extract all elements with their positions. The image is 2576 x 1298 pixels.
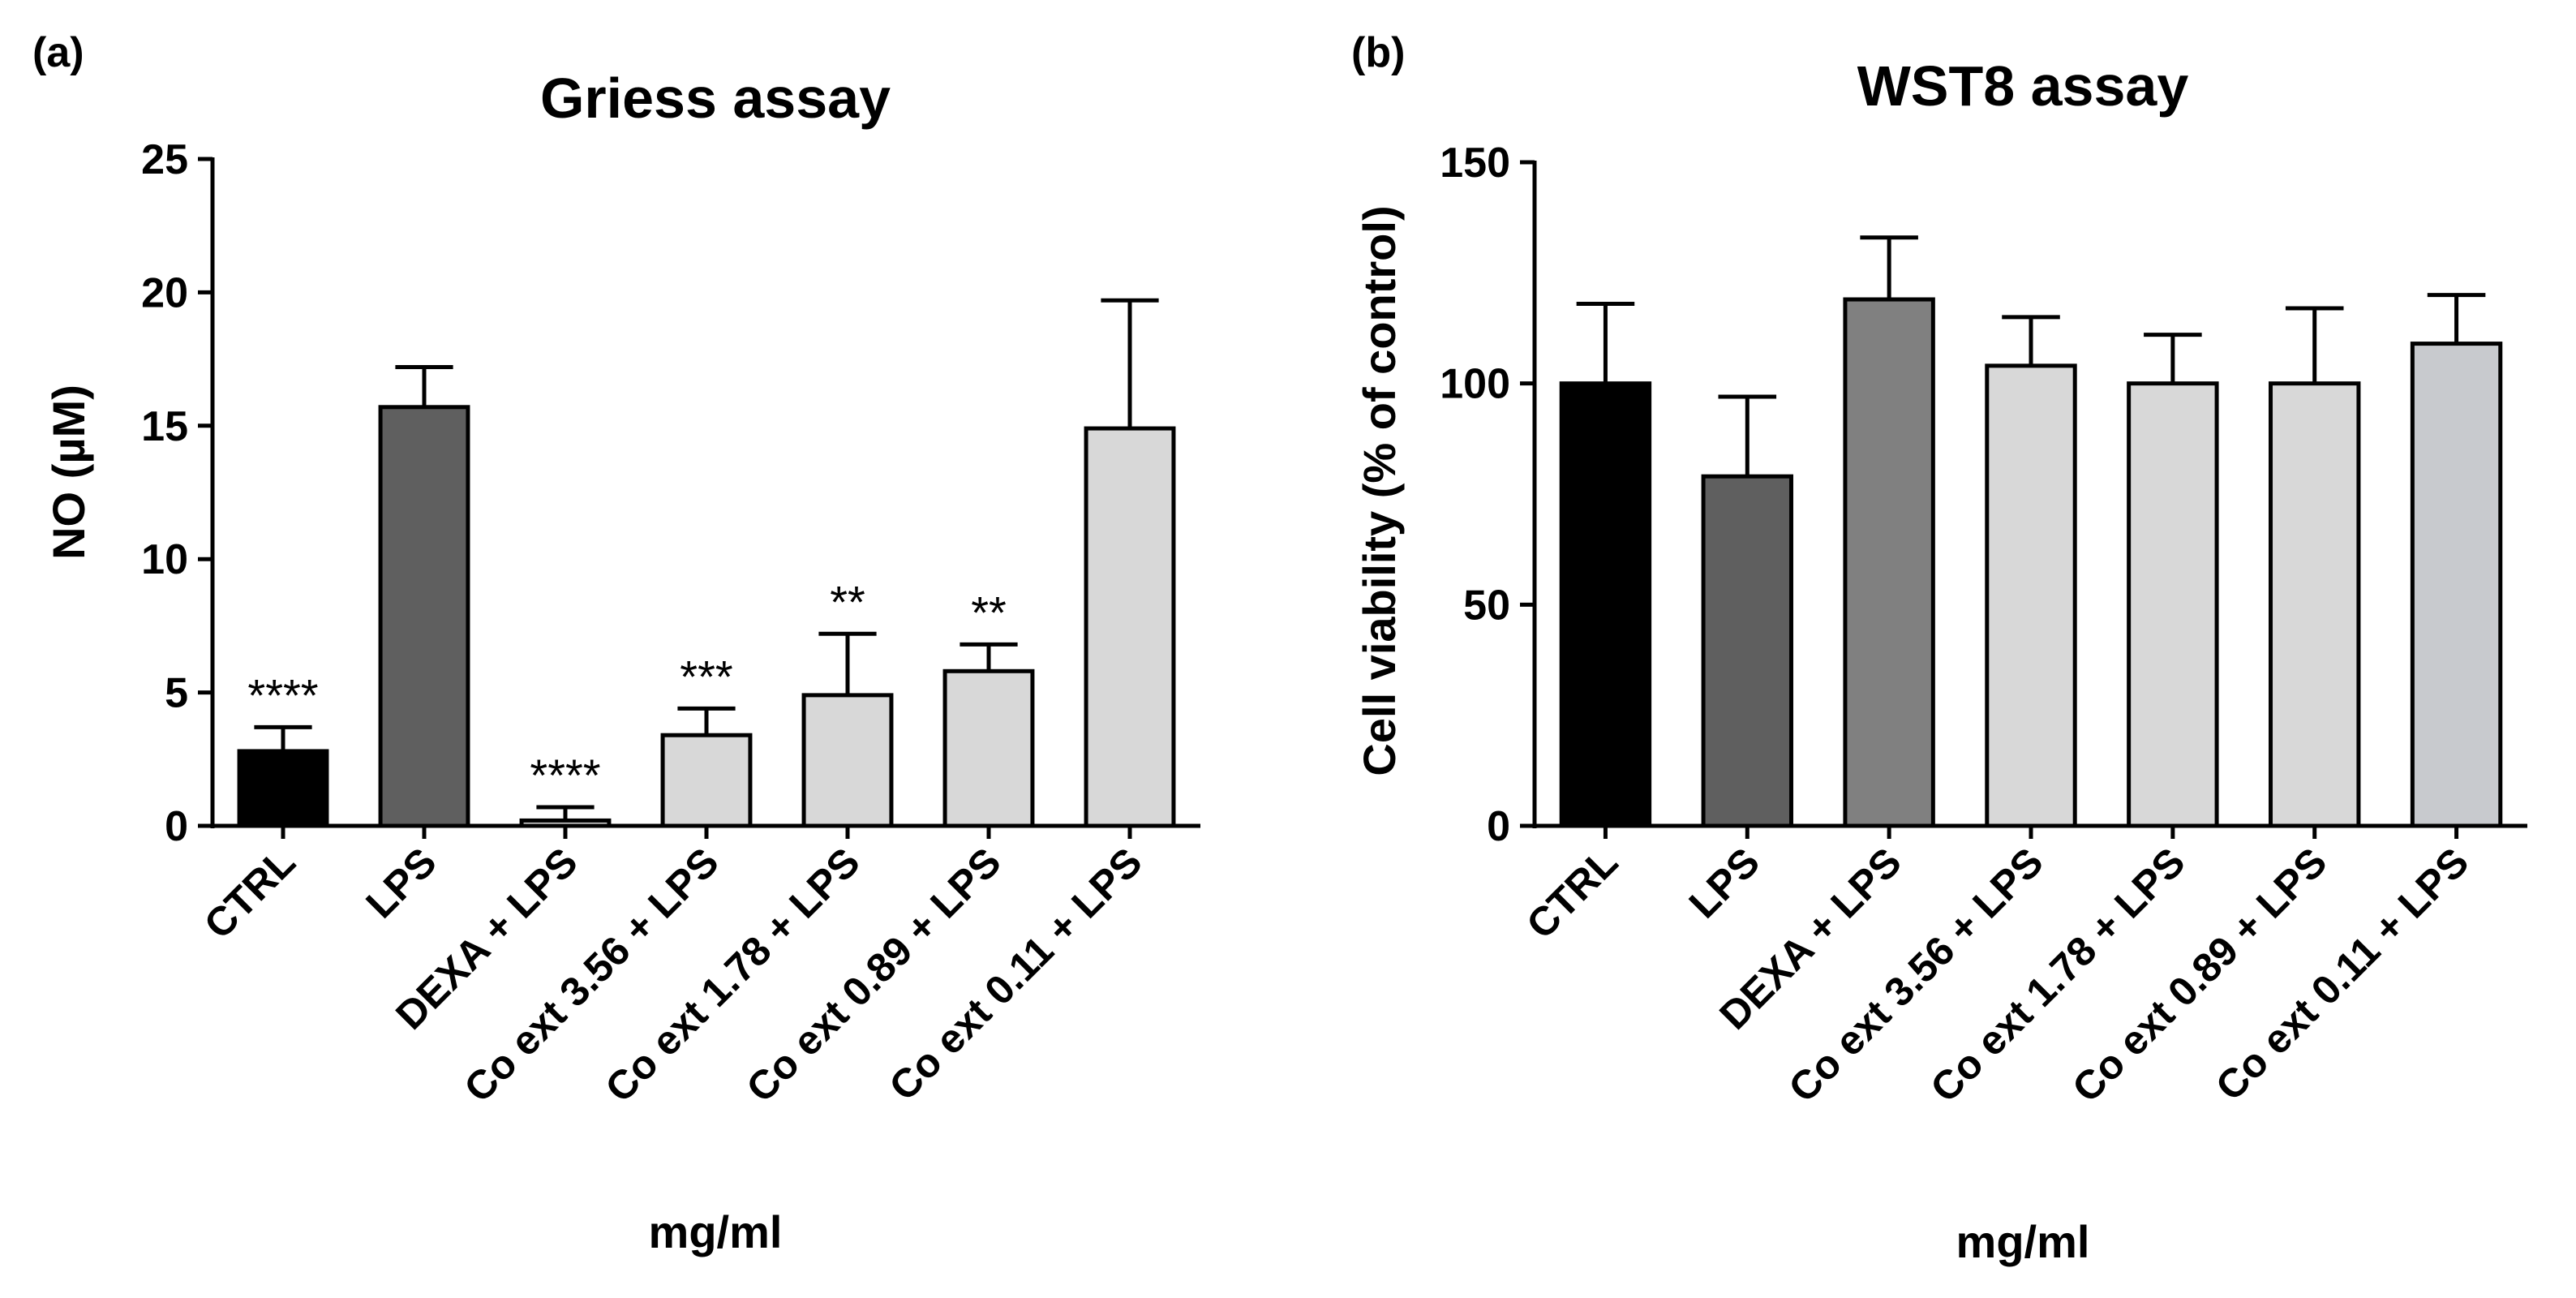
y-tick-label: 150 (1440, 140, 1510, 187)
bar (378, 405, 470, 828)
bar (1701, 474, 1793, 828)
bar (1843, 297, 1935, 828)
bar (2269, 381, 2361, 828)
y-tick-label: 0 (1487, 803, 1510, 850)
significance-label: ** (971, 587, 1007, 638)
y-tick-label: 50 (1463, 582, 1510, 629)
panel-a-griess-chart: (a) Griess assay NO (µM) mg/ml 0 5 10 15 20 2… (32, 29, 1200, 1257)
category-label: Co ext 0.11 + LPS (2207, 839, 2477, 1109)
y-tick-label: 100 (1440, 361, 1510, 408)
y-tick-label: 15 (141, 403, 188, 450)
bar (519, 818, 612, 828)
significance-label: ** (830, 576, 865, 627)
bar (1084, 426, 1176, 828)
y-tick-label: 0 (165, 803, 188, 850)
bar (1985, 363, 2077, 828)
bar (801, 693, 894, 828)
bar (237, 749, 329, 828)
category-label: Co ext 0.11 + LPS (880, 839, 1150, 1109)
panel-a-label: (a) (32, 29, 84, 76)
bar (660, 733, 753, 828)
category-label: CTRL (1518, 839, 1626, 948)
category-label: Co ext 1.78 + LPS (1921, 839, 2193, 1111)
significance-label: **** (530, 750, 600, 801)
bar (1559, 381, 1652, 828)
y-tick-label: 25 (141, 136, 188, 183)
category-label: Co ext 3.56 + LPS (1780, 839, 2051, 1111)
category-label: Co ext 0.89 + LPS (2063, 839, 2335, 1111)
category-label: Co ext 3.56 + LPS (455, 839, 727, 1111)
bar (2410, 342, 2503, 828)
panel-b-label: (b) (1351, 29, 1405, 76)
panel-b-x-axis-label: mg/ml (1956, 1216, 2090, 1267)
category-label: Co ext 0.89 + LPS (737, 839, 1009, 1111)
bar (2127, 381, 2219, 828)
y-tick-label: 10 (141, 536, 188, 583)
panel-b-y-axis-label: Cell viability (% of control) (1354, 205, 1405, 776)
category-label: LPS (357, 839, 444, 926)
y-tick-label: 5 (165, 670, 188, 717)
panel-b-title: WST8 assay (1857, 54, 2189, 118)
y-tick-label: 20 (141, 269, 188, 316)
panel-a-y-axis-label: NO (µM) (43, 385, 94, 560)
category-label: CTRL (195, 839, 304, 948)
significance-label: *** (680, 651, 732, 702)
significance-label: **** (247, 669, 318, 720)
panel-a-title: Griess assay (540, 67, 891, 130)
panel-a-x-axis-label: mg/ml (649, 1206, 783, 1257)
panel-b-wst8-chart: (b) WST8 assay Cell viability (% of cont… (1351, 29, 2527, 1267)
category-label: Co ext 1.78 + LPS (596, 839, 868, 1111)
bar (942, 668, 1035, 828)
category-label: LPS (1681, 839, 1768, 926)
